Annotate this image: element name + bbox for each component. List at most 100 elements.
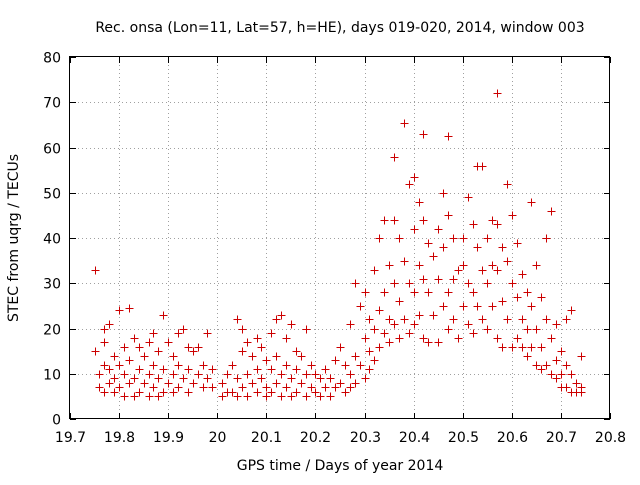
data-point [203, 329, 212, 338]
data-point [537, 365, 546, 374]
data-point [459, 261, 468, 270]
data-point [346, 370, 355, 379]
data-point [297, 379, 306, 388]
data-point [120, 392, 129, 401]
data-point [361, 374, 370, 383]
data-point [390, 279, 399, 288]
data-point [562, 315, 571, 324]
data-point [105, 365, 114, 374]
data-point [405, 279, 414, 288]
data-point [267, 329, 276, 338]
data-point [449, 234, 458, 243]
data-point [110, 374, 119, 383]
data-point [307, 383, 316, 392]
data-point [336, 343, 345, 352]
data-point [375, 234, 384, 243]
data-point [532, 361, 541, 370]
data-point [115, 306, 124, 315]
data-point [287, 392, 296, 401]
data-point [537, 343, 546, 352]
data-point [498, 343, 507, 352]
data-point [287, 320, 296, 329]
data-point [199, 361, 208, 370]
data-point [375, 306, 384, 315]
data-point [154, 374, 163, 383]
data-point [351, 352, 360, 361]
data-point [238, 325, 247, 334]
data-points [91, 89, 586, 401]
data-point [483, 279, 492, 288]
data-point [552, 356, 561, 365]
data-point [552, 320, 561, 329]
data-point [572, 379, 581, 388]
data-point [267, 388, 276, 397]
data-point [498, 297, 507, 306]
data-point [307, 361, 316, 370]
data-point [302, 392, 311, 401]
data-point [557, 370, 566, 379]
data-point [277, 370, 286, 379]
data-point [518, 315, 527, 324]
data-point [473, 302, 482, 311]
x-tick-label: 20.3 [350, 430, 381, 446]
data-point [513, 239, 522, 248]
data-point [356, 361, 365, 370]
data-point [400, 119, 409, 128]
data-point [365, 315, 374, 324]
data-point [115, 383, 124, 392]
data-point [184, 365, 193, 374]
data-point [444, 211, 453, 220]
data-point [449, 315, 458, 324]
data-point [194, 370, 203, 379]
data-point [400, 257, 409, 266]
y-tick-label: 30 [43, 277, 61, 293]
data-point [361, 288, 370, 297]
data-point [179, 325, 188, 334]
data-point [577, 352, 586, 361]
data-point [238, 347, 247, 356]
data-point [257, 374, 266, 383]
data-point [169, 370, 178, 379]
data-point [159, 388, 168, 397]
data-point [385, 261, 394, 270]
data-point [361, 334, 370, 343]
data-point [105, 379, 114, 388]
data-point [218, 379, 227, 388]
y-tick-label: 60 [43, 142, 61, 158]
data-point [518, 270, 527, 279]
data-point [380, 216, 389, 225]
data-point [508, 279, 517, 288]
data-point [459, 302, 468, 311]
data-point [356, 302, 365, 311]
data-point [400, 315, 409, 324]
data-point [336, 379, 345, 388]
x-tick-label: 20.1 [251, 430, 282, 446]
y-tick-label: 50 [43, 187, 61, 203]
data-point [532, 325, 541, 334]
data-point [253, 388, 262, 397]
data-point [469, 288, 478, 297]
data-point [493, 220, 502, 229]
data-point [375, 343, 384, 352]
data-point [346, 383, 355, 392]
data-point [429, 311, 438, 320]
data-point [444, 325, 453, 334]
data-point [110, 352, 119, 361]
data-point [282, 361, 291, 370]
data-point [547, 334, 556, 343]
data-point [552, 374, 561, 383]
data-point [429, 252, 438, 261]
data-point [184, 388, 193, 397]
data-point [95, 383, 104, 392]
data-point [419, 275, 428, 284]
data-point [527, 302, 536, 311]
data-point [297, 352, 306, 361]
data-point [488, 216, 497, 225]
data-point [100, 388, 109, 397]
data-point [135, 343, 144, 352]
data-point [542, 361, 551, 370]
data-point [567, 370, 576, 379]
data-point [444, 288, 453, 297]
data-point [434, 225, 443, 234]
data-point [410, 320, 419, 329]
